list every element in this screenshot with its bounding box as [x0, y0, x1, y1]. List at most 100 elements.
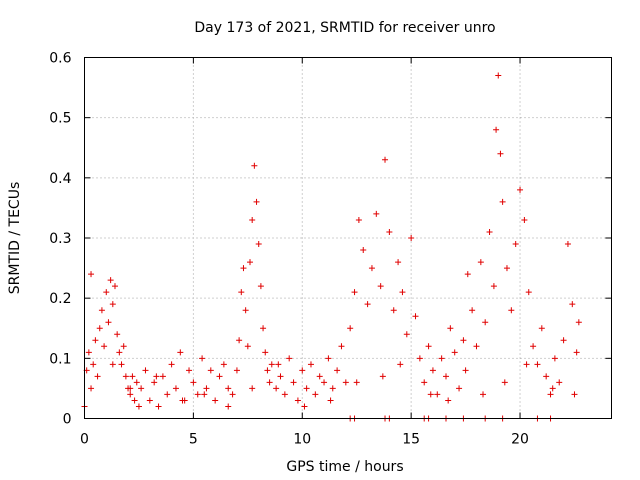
- data-point: [421, 379, 428, 386]
- data-point: [201, 391, 208, 398]
- data-point: [164, 391, 171, 398]
- data-point: [312, 391, 319, 398]
- data-point: [225, 385, 232, 392]
- data-point: [229, 391, 236, 398]
- data-point: [103, 289, 110, 296]
- data-point: [425, 343, 432, 350]
- data-point: [512, 241, 519, 248]
- plot-frame: [84, 57, 612, 419]
- data-point: [573, 349, 580, 356]
- data-point: [179, 397, 186, 404]
- data-point: [530, 343, 537, 350]
- data-point: [351, 289, 358, 296]
- x-axis-label: GPS time / hours: [286, 459, 403, 475]
- data-point: [301, 403, 308, 410]
- data-point: [368, 265, 375, 272]
- data-point: [329, 385, 336, 392]
- data-point: [299, 367, 306, 374]
- data-point: [212, 397, 219, 404]
- data-point: [88, 271, 95, 278]
- data-point: [447, 325, 454, 332]
- data-point: [412, 313, 419, 320]
- data-point: [327, 397, 334, 404]
- data-point: [469, 307, 476, 314]
- data-point: [90, 361, 97, 368]
- data-point: [490, 283, 497, 290]
- data-point: [390, 307, 397, 314]
- data-point: [244, 343, 251, 350]
- data-point: [556, 379, 563, 386]
- data-point: [85, 349, 92, 356]
- data-point: [342, 379, 349, 386]
- data-point: [273, 385, 280, 392]
- data-point: [153, 373, 160, 380]
- data-point: [575, 319, 582, 326]
- data-point: [416, 355, 423, 362]
- x-tick-label: 15: [402, 432, 420, 448]
- data-point: [247, 259, 254, 266]
- data-point: [373, 210, 380, 217]
- data-point: [118, 361, 125, 368]
- data-point: [266, 379, 273, 386]
- data-point: [355, 216, 362, 223]
- grid-lines: [84, 57, 612, 419]
- data-point: [281, 391, 288, 398]
- data-point: [564, 241, 571, 248]
- data-point: [236, 337, 243, 344]
- y-tick-label: 0.6: [49, 51, 71, 67]
- data-point: [142, 367, 149, 374]
- data-point: [429, 367, 436, 374]
- data-point: [521, 216, 528, 223]
- data-point: [151, 379, 158, 386]
- data-point: [159, 373, 166, 380]
- data-point: [379, 373, 386, 380]
- x-tick-label: 10: [293, 432, 311, 448]
- data-point: [538, 325, 545, 332]
- data-point: [242, 307, 249, 314]
- data-point: [303, 385, 310, 392]
- data-point: [120, 343, 127, 350]
- data-point: [92, 337, 99, 344]
- data-point: [360, 247, 367, 254]
- data-point: [216, 373, 223, 380]
- data-point: [249, 385, 256, 392]
- data-point: [408, 235, 415, 241]
- data-point: [105, 319, 112, 326]
- data-point: [294, 397, 301, 404]
- data-point: [395, 259, 402, 266]
- y-tick-label: 0.1: [49, 351, 71, 367]
- data-point: [482, 319, 489, 326]
- data-point: [277, 373, 284, 380]
- y-tick-label: 0.2: [49, 291, 71, 307]
- data-point: [386, 228, 393, 235]
- data-point: [499, 198, 506, 205]
- data-point: [109, 301, 116, 308]
- data-point: [290, 379, 297, 386]
- data-point: [101, 343, 108, 350]
- data-point: [495, 72, 502, 79]
- data-point: [240, 265, 247, 272]
- data-point: [203, 385, 210, 392]
- y-tick-label: 0: [63, 412, 72, 428]
- data-point: [127, 391, 134, 398]
- data-point: [560, 337, 567, 344]
- data-point: [268, 361, 275, 368]
- data-point: [131, 397, 138, 404]
- data-point: [190, 379, 197, 386]
- data-point: [249, 216, 256, 223]
- x-tick-label: 0: [80, 432, 89, 448]
- data-point: [114, 331, 121, 338]
- data-point: [96, 325, 103, 332]
- data-point: [155, 403, 162, 410]
- data-point: [486, 228, 493, 235]
- data-point: [109, 361, 116, 368]
- data-point: [122, 373, 129, 380]
- data-point: [403, 331, 410, 338]
- data-point: [138, 385, 145, 392]
- data-point: [427, 391, 434, 398]
- data-point: [286, 355, 293, 362]
- data-point: [253, 198, 260, 205]
- data-point: [264, 367, 271, 374]
- data-point: [501, 379, 508, 386]
